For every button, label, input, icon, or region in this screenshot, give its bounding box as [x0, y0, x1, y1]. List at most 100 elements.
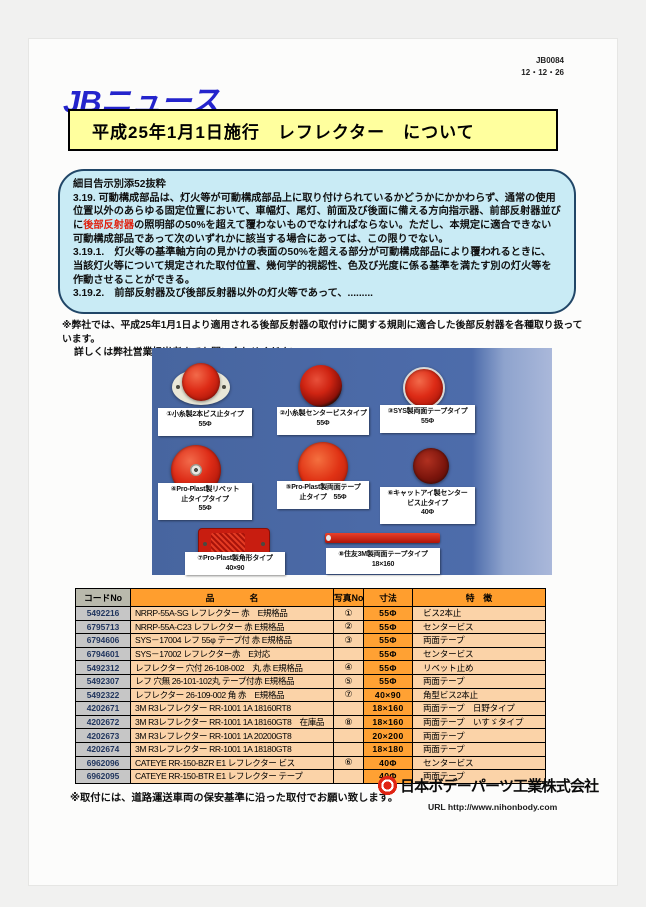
- cell-feature: センタービス: [412, 755, 546, 771]
- caption-line: 55Φ: [316, 419, 330, 427]
- screw-icon: [261, 542, 265, 546]
- excerpt-319-text-rest: の照明部の50%を超えて覆わないものでなければならない。ただし、本規定に適合でき…: [73, 220, 552, 245]
- company-logo: 日本ボデーパーツ工業株式会社: [377, 775, 599, 796]
- cell-code: 6962095: [75, 769, 131, 784]
- header-photo-no: 写真No.: [333, 588, 364, 607]
- caption-line: ⑧住友3M製両面テープタイプ: [338, 551, 428, 558]
- table-row: 6962096 CATEYE RR-150-BZR E1 レフレクター ビス ⑥ 40…: [75, 755, 546, 771]
- reflector-7-pattern: [211, 533, 245, 554]
- cell-name: CATEYE RR-150-BZR E1 レフレクター ビス: [130, 755, 334, 771]
- cell-size: 18×180: [363, 741, 413, 757]
- caption-line: 55Φ: [198, 420, 212, 428]
- cell-photo-no: [333, 701, 364, 716]
- regulation-excerpt-box: 細目告示別添52抜粋 3.19. 可動構成部品は、灯火等が可動構成部品上に取り付…: [58, 169, 576, 314]
- table-row: 5492312 レフレクター 穴付 26-108-002 丸 赤 E規格品 ④ 55Φ…: [75, 660, 546, 675]
- photo-caption-7: ⑦Pro-Plast製角形タイプ 40×90: [185, 552, 285, 575]
- table-row: 4202673 3M R3レフレクター RR-1001 1A 20200GT8 20…: [75, 728, 546, 743]
- cell-code: 4202672: [75, 714, 131, 730]
- photo-caption-6: ⑥キャットアイ製センター ビス止タイプ 40Φ: [380, 487, 475, 524]
- cell-size: 55Φ: [363, 646, 413, 662]
- excerpt-heading: 細目告示別添52抜粋: [73, 179, 166, 190]
- rivet-icon: [190, 464, 202, 476]
- cell-feature: 角型ビス2本止: [412, 687, 546, 703]
- doc-number: JB0084: [535, 56, 564, 65]
- cell-size: 55Φ: [363, 673, 413, 689]
- caption-line: ビス止タイプ: [407, 499, 448, 507]
- cell-feature: センタービス: [412, 619, 546, 635]
- cell-name: NRRP-55A-C23 レフレクター 赤 E規格品: [130, 619, 334, 635]
- caption-line: ⑦Pro-Plast製角形タイプ: [197, 555, 273, 562]
- cell-name: SYS－17002 レフレクター赤 E対応: [130, 646, 334, 662]
- cell-code: 5492307: [75, 673, 131, 689]
- table-header-row: コードNo 品 名 写真No. 寸法 特 徴: [75, 588, 546, 607]
- reflector-2-photo: [300, 365, 342, 407]
- photo-caption-2: ②小糸製センタービスタイプ 55Φ: [277, 407, 369, 435]
- photo-caption-1: ①小糸製2本ビス止タイプ 55Φ: [158, 408, 252, 436]
- photo-caption-3: ③SYS製両面テープタイプ 55Φ: [380, 405, 475, 433]
- cell-code: 4202671: [75, 701, 131, 716]
- cell-name: 3M R3レフレクター RR-1001 1A 18160GT8 在庫品: [130, 714, 334, 730]
- cell-photo-no: [333, 646, 364, 662]
- header-code: コードNo: [75, 588, 131, 607]
- cell-photo-no: ⑥: [333, 755, 364, 771]
- cell-size: 55Φ: [363, 606, 413, 621]
- cell-size: 18×160: [363, 701, 413, 716]
- cell-name: 3M R3レフレクター RR-1001 1A 20200GT8: [130, 728, 334, 743]
- cell-size: 55Φ: [363, 619, 413, 635]
- table-row: 4202672 3M R3レフレクター RR-1001 1A 18160GT8 在…: [75, 714, 546, 730]
- photo-caption-8: ⑧住友3M製両面テープタイプ 18×160: [326, 548, 440, 574]
- cell-photo-no: [333, 728, 364, 743]
- cell-feature: 両面テープ: [412, 769, 546, 784]
- cell-name: NRRP-55A-SG レフレクター 赤 E規格品: [130, 606, 334, 621]
- cell-code: 6794606: [75, 633, 131, 648]
- cell-size: 40Φ: [363, 755, 413, 771]
- table-row: 4202674 3M R3レフレクター RR-1001 1A 18180GT8 18…: [75, 741, 546, 757]
- header-name: 品 名: [130, 588, 334, 607]
- doc-date: 12・12・26: [521, 68, 564, 77]
- cell-name: 3M R3レフレクター RR-1001 1A 18160RT8: [130, 701, 334, 716]
- cell-feature: センタービス: [412, 646, 546, 662]
- caption-line: ③SYS製両面テープタイプ: [387, 408, 468, 415]
- strip-end-dot: [326, 535, 331, 541]
- caption-line: ⑥キャットアイ製センター: [387, 490, 468, 497]
- table-row: 6794606 SYS－17004 レフ 55φ テープ付 赤 E規格品 ③ 55Φ 両…: [75, 633, 546, 648]
- excerpt-paragraph-319: 3.19. 可動構成部品は、灯火等が可動構成部品上に取り付けられているかどうかに…: [73, 192, 561, 247]
- cell-code: 5492216: [75, 606, 131, 621]
- cell-feature: 両面テープ 日野タイプ: [412, 701, 546, 716]
- caption-line: 40Φ: [421, 509, 434, 517]
- excerpt-319-text: 3.19. 可動構成部品は、灯火等が可動構成部品上に取り付けられているかどうかに…: [73, 192, 561, 232]
- caption-line: 40×90: [225, 564, 245, 572]
- caption-line: 止タイプタイプ: [181, 495, 229, 503]
- caption-line: 止タイプ 55Φ: [299, 493, 347, 501]
- title-bar: 平成25年1月1日施行 レフレクター について: [68, 109, 558, 151]
- photo-caption-5: ⑤Pro-Plast製両面テープ 止タイプ 55Φ: [277, 481, 369, 509]
- cell-photo-no: ⑦: [333, 687, 364, 703]
- cell-photo-no: ②: [333, 619, 364, 635]
- doc-meta: JB0084 12・12・26: [492, 55, 564, 79]
- cell-code: 6794601: [75, 646, 131, 662]
- bullseye-logo-icon: [377, 775, 398, 796]
- reflector-6-photo: [413, 448, 449, 484]
- cell-size: 20×200: [363, 728, 413, 743]
- cell-size: 40×90: [363, 687, 413, 703]
- company-name: 日本ボデーパーツ工業株式会社: [400, 778, 599, 795]
- installation-note: ※取付には、道路運送車両の保安基準に沿った取付でお願い致します。: [70, 793, 399, 804]
- caption-line: ⑤Pro-Plast製両面テープ: [285, 484, 361, 491]
- cell-name: SYS－17004 レフ 55φ テープ付 赤 E規格品: [130, 633, 334, 648]
- page-title: 平成25年1月1日施行 レフレクター について: [92, 122, 475, 142]
- cell-size: 55Φ: [363, 660, 413, 675]
- cell-photo-no: [333, 769, 364, 784]
- reflector-1-lens: [182, 363, 220, 401]
- cell-code: 5492322: [75, 687, 131, 703]
- cell-name: CATEYE RR-150-BTR E1 レフレクター テープ: [130, 769, 334, 784]
- cell-photo-no: ①: [333, 606, 364, 621]
- reflector-photo-panel: ①小糸製2本ビス止タイプ 55Φ ②小糸製センタービスタイプ 55Φ ③SYS製…: [152, 348, 552, 575]
- caption-line: 55Φ: [421, 417, 434, 425]
- cell-photo-no: ④: [333, 660, 364, 675]
- cell-photo-no: ③: [333, 633, 364, 648]
- header-size: 寸法: [363, 588, 413, 607]
- table-row: 4202671 3M R3レフレクター RR-1001 1A 18160RT8 18…: [75, 701, 546, 716]
- screw-icon: [176, 385, 180, 389]
- cell-feature: 両面テープ: [412, 728, 546, 743]
